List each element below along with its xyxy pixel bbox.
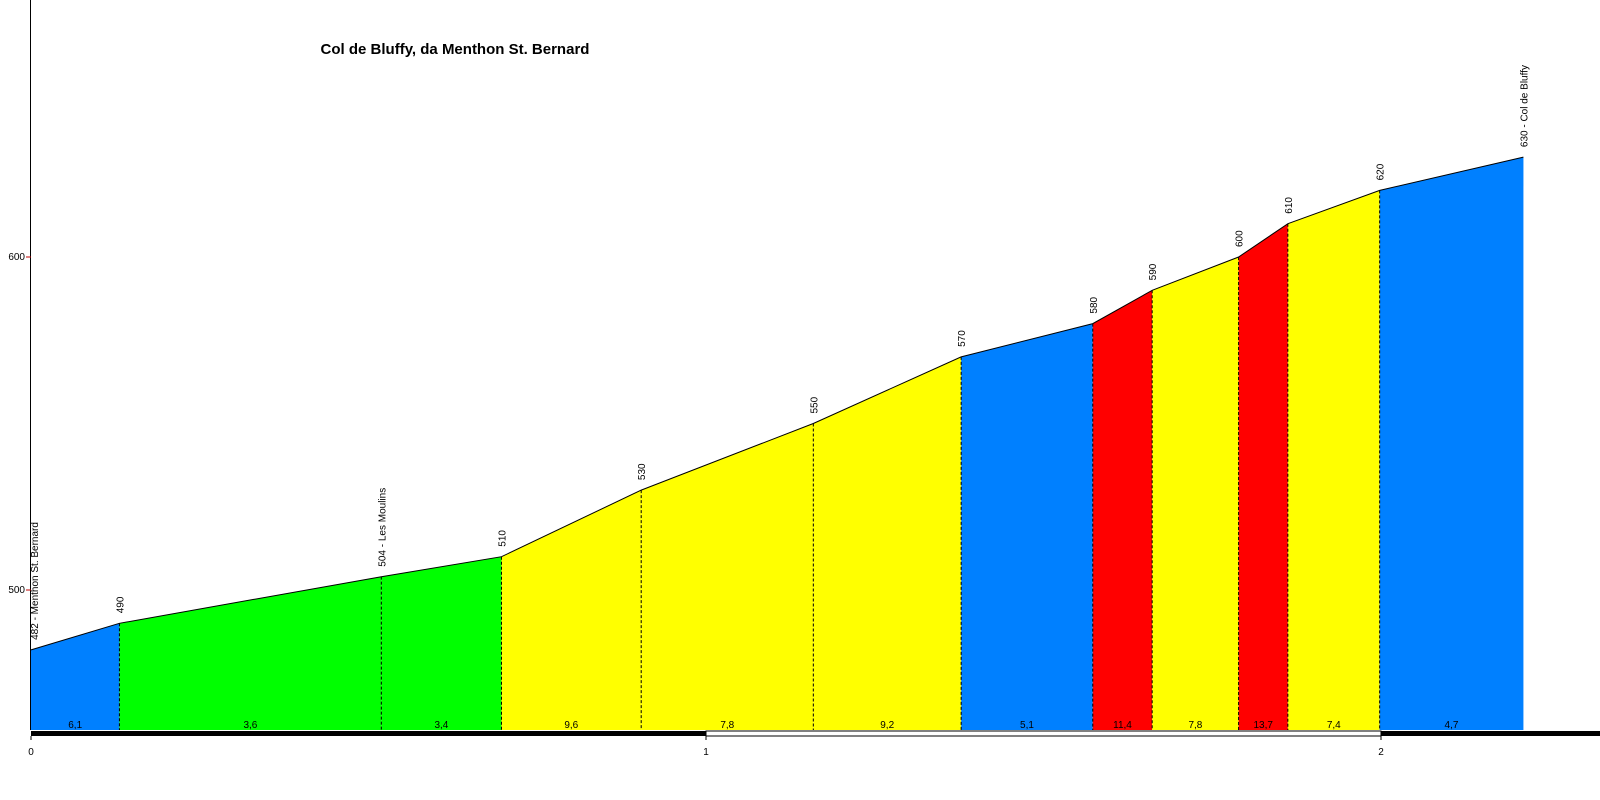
elevation-label-8: 580 bbox=[1089, 296, 1100, 313]
grade-segment-2 bbox=[119, 576, 382, 730]
profile-line bbox=[30, 156, 1524, 651]
elevation-label-10: 600 bbox=[1235, 230, 1246, 247]
distance-bar-km-0 bbox=[31, 731, 706, 736]
grade-label-12: 4,7 bbox=[1445, 720, 1459, 731]
x-tick-label-2: 2 bbox=[1378, 747, 1384, 758]
grade-segment-10 bbox=[1238, 223, 1288, 730]
grade-label-1: 6,1 bbox=[68, 720, 82, 731]
y-tick-label-600: 600 bbox=[8, 252, 25, 263]
grade-segment-7 bbox=[961, 323, 1093, 730]
elevation-label-11: 610 bbox=[1284, 197, 1295, 214]
grade-label-7: 5,1 bbox=[1020, 720, 1034, 731]
x-tick-label-0: 0 bbox=[28, 747, 34, 758]
elevation-label-7: 570 bbox=[957, 330, 968, 347]
grade-segment-5 bbox=[641, 423, 814, 730]
y-tick-label-500: 500 bbox=[8, 585, 25, 596]
elevation-label-12: 620 bbox=[1376, 163, 1387, 180]
grade-label-11: 7,4 bbox=[1327, 720, 1341, 731]
grade-label-5: 7,8 bbox=[720, 720, 734, 731]
elevation-label-13: 630 - Col de Bluffy bbox=[1519, 65, 1530, 147]
grade-segment-4 bbox=[501, 490, 642, 730]
chart-title: Col de Bluffy, da Menthon St. Bernard bbox=[321, 41, 590, 58]
grade-segment-3 bbox=[381, 556, 502, 730]
grade-label-4: 9,6 bbox=[564, 720, 578, 731]
grade-label-8: 11,4 bbox=[1113, 720, 1132, 731]
elevation-label-5: 530 bbox=[637, 463, 648, 480]
grade-label-6: 9,2 bbox=[880, 720, 894, 731]
elevation-label-2: 490 bbox=[115, 596, 126, 613]
grade-label-2: 3,6 bbox=[243, 720, 257, 731]
elevation-label-9: 590 bbox=[1148, 263, 1159, 280]
grade-segment-11 bbox=[1287, 190, 1380, 730]
grade-label-9: 7,8 bbox=[1188, 720, 1202, 731]
distance-bar-km-2 bbox=[1381, 731, 1600, 736]
x-tick-label-1: 1 bbox=[703, 747, 709, 758]
grade-segment-6 bbox=[813, 356, 962, 730]
grade-segment-12 bbox=[1379, 157, 1524, 731]
elevation-label-3: 504 - Les Moulins bbox=[377, 488, 388, 567]
grade-segment-8 bbox=[1092, 290, 1153, 730]
grade-label-3: 3,4 bbox=[434, 720, 448, 731]
grade-label-10: 13,7 bbox=[1253, 720, 1273, 731]
grade-segment-9 bbox=[1152, 257, 1239, 730]
elevation-label-6: 550 bbox=[809, 396, 820, 413]
distance-bar-km-1 bbox=[705, 730, 1382, 737]
elevation-label-1: 482 - Menthon St. Bernard bbox=[30, 522, 41, 640]
elevation-label-4: 510 bbox=[498, 530, 509, 547]
grade-segment-1 bbox=[31, 623, 120, 730]
